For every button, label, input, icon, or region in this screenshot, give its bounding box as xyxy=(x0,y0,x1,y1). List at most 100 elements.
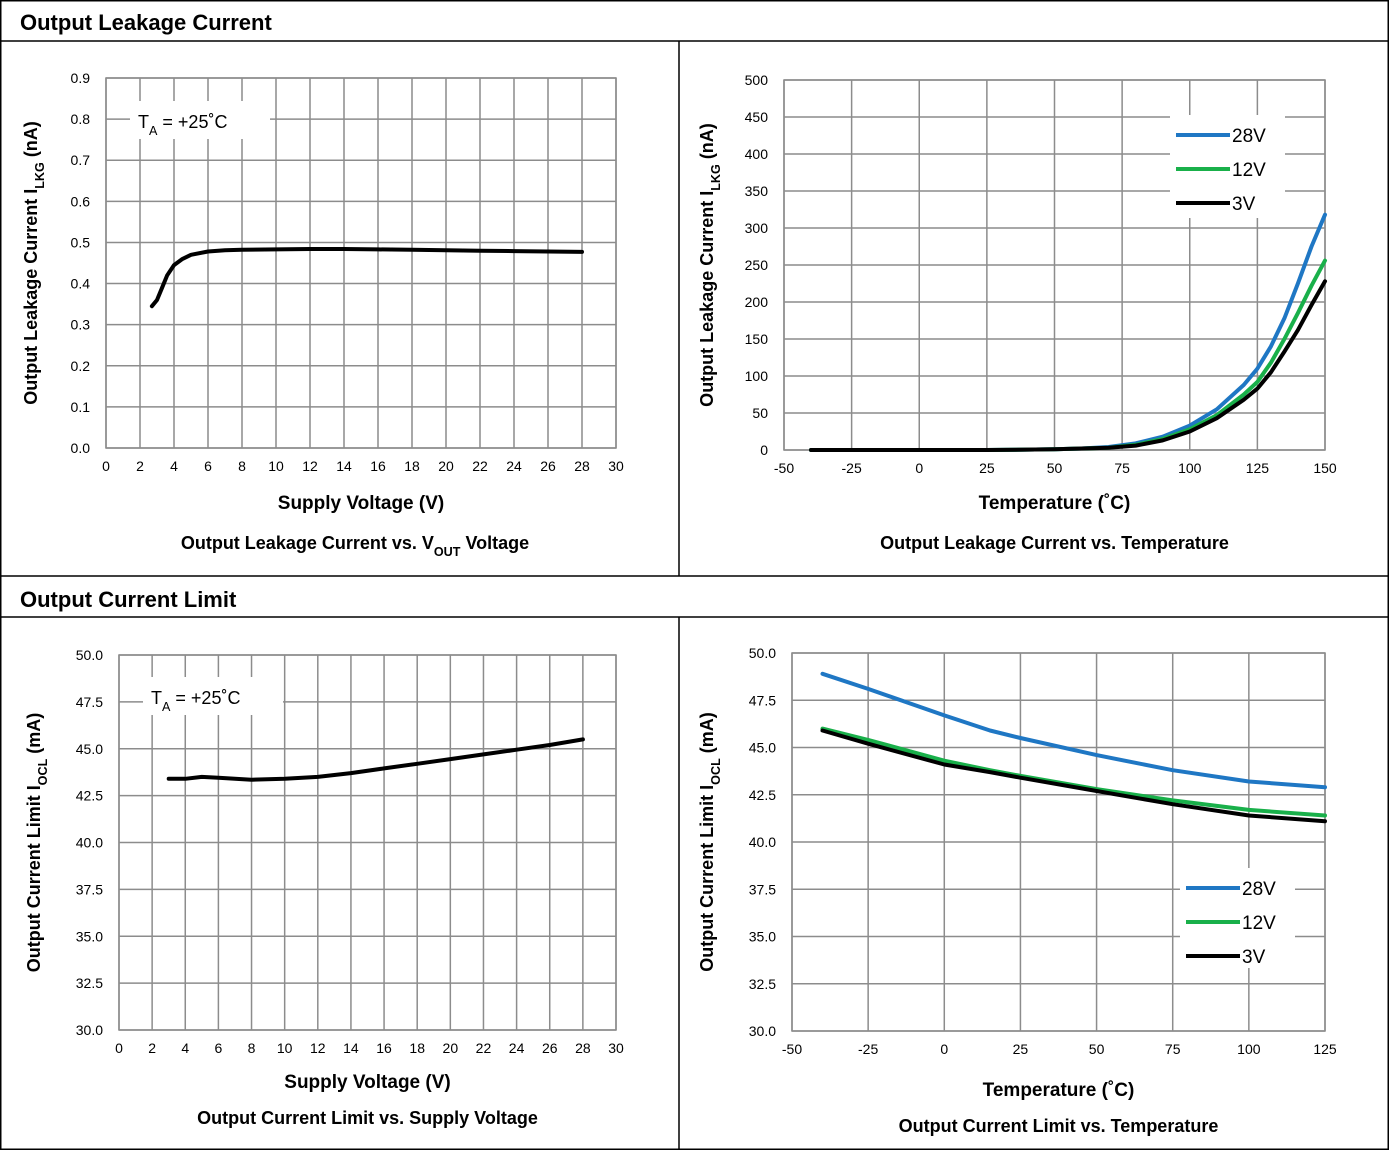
legend-label: 3V xyxy=(1232,194,1256,215)
section-title-current-limit: Output Current Limit xyxy=(20,587,237,612)
annotation-label: TA = +25˚C xyxy=(151,688,240,714)
x-axis-label: Temperature (˚C) xyxy=(983,1080,1135,1101)
y-tick-label: 47.5 xyxy=(76,694,103,710)
plot-area xyxy=(105,77,617,449)
x-tick-label: 30 xyxy=(608,458,624,474)
y-tick-label: 450 xyxy=(745,109,769,125)
x-tick-label: 100 xyxy=(1237,1041,1261,1057)
series-line-curve xyxy=(149,247,584,309)
y-axis-label: Output Current Limit IOCL (mA) xyxy=(24,713,50,973)
x-tick-label: 12 xyxy=(302,458,318,474)
x-tick-label: -25 xyxy=(842,460,862,476)
x-tick-label: 28 xyxy=(574,458,590,474)
x-tick-label: -50 xyxy=(782,1041,802,1057)
x-tick-label: 2 xyxy=(148,1040,156,1056)
y-tick-label: 35.0 xyxy=(749,929,776,945)
y-tick-label: 47.5 xyxy=(749,692,776,708)
legend-label: 12V xyxy=(1242,913,1276,934)
chart-caption: Output Current Limit vs. Temperature xyxy=(899,1116,1219,1136)
x-tick-label: 125 xyxy=(1313,1041,1337,1057)
x-tick-label: 0 xyxy=(940,1041,948,1057)
y-tick-label: 0.3 xyxy=(71,317,91,333)
annotation-label: TA = +25˚C xyxy=(138,112,227,138)
y-tick-label: 0.6 xyxy=(71,193,91,209)
x-tick-label: -50 xyxy=(774,460,794,476)
x-tick-label: 125 xyxy=(1246,460,1270,476)
y-axis-label: Output Current Limit IOCL (mA) xyxy=(697,712,723,972)
y-tick-label: 500 xyxy=(745,72,769,88)
y-tick-label: 32.5 xyxy=(749,976,776,992)
x-tick-label: 16 xyxy=(370,458,386,474)
x-tick-label: 0 xyxy=(915,460,923,476)
chart-caption: Output Leakage Current vs. VOUT Voltage xyxy=(181,533,529,559)
series-line-3V xyxy=(809,279,1327,452)
y-tick-label: 400 xyxy=(745,146,769,162)
x-tick-label: -25 xyxy=(858,1041,878,1057)
x-axis-label: Supply Voltage (V) xyxy=(278,493,444,514)
y-tick-label: 150 xyxy=(745,331,769,347)
x-tick-label: 0 xyxy=(115,1040,123,1056)
chart-leakage-vs-temperature: -50 -25 0 25 50 75 100 125 150 0 50 100 150 200 250 300… xyxy=(697,72,1337,553)
y-tick-label: 50.0 xyxy=(749,645,776,661)
x-tick-label: 100 xyxy=(1178,460,1202,476)
chart-current-limit-vs-temperature: -50 -25 0 25 50 75 100 125 30.0 32.5 35.0 37.5 40.0 4… xyxy=(697,645,1337,1136)
x-tick-label: 2 xyxy=(136,458,144,474)
y-tick-label: 0.7 xyxy=(71,152,91,168)
x-tick-label: 20 xyxy=(443,1040,459,1056)
annotation-background xyxy=(130,101,270,139)
legend-label: 28V xyxy=(1232,126,1266,147)
legend-background xyxy=(1180,868,1295,968)
x-tick-label: 28 xyxy=(575,1040,591,1056)
x-tick-label: 22 xyxy=(476,1040,492,1056)
x-tick-label: 12 xyxy=(310,1040,326,1056)
y-tick-label: 42.5 xyxy=(749,787,776,803)
annotation-background xyxy=(143,677,283,715)
y-tick-label: 100 xyxy=(745,368,769,384)
legend-label: 12V xyxy=(1232,160,1266,181)
x-tick-label: 24 xyxy=(509,1040,525,1056)
x-tick-label: 22 xyxy=(472,458,488,474)
y-tick-label: 45.0 xyxy=(749,740,776,756)
x-tick-label: 14 xyxy=(343,1040,359,1056)
x-tick-label: 25 xyxy=(979,460,995,476)
y-tick-label: 300 xyxy=(745,220,769,236)
y-tick-label: 50 xyxy=(752,405,768,421)
x-tick-label: 18 xyxy=(409,1040,425,1056)
x-tick-label: 24 xyxy=(506,458,522,474)
x-tick-label: 4 xyxy=(170,458,178,474)
y-tick-label: 32.5 xyxy=(76,975,103,991)
y-tick-label: 37.5 xyxy=(749,881,776,897)
section-title-leakage: Output Leakage Current xyxy=(20,10,272,35)
y-tick-label: 30.0 xyxy=(76,1022,103,1038)
y-tick-label: 37.5 xyxy=(76,881,103,897)
grid-lines xyxy=(118,654,617,1031)
x-tick-label: 10 xyxy=(268,458,284,474)
x-tick-label: 10 xyxy=(277,1040,293,1056)
x-tick-label: 16 xyxy=(376,1040,392,1056)
x-axis-label: Supply Voltage (V) xyxy=(284,1072,450,1093)
x-tick-label: 14 xyxy=(336,458,352,474)
y-axis-label: Output Leakage Current ILKG (nA) xyxy=(697,123,723,407)
x-tick-label: 8 xyxy=(248,1040,256,1056)
x-tick-label: 50 xyxy=(1089,1041,1105,1057)
x-tick-label: 26 xyxy=(542,1040,558,1056)
chart-caption: Output Leakage Current vs. Temperature xyxy=(880,533,1229,553)
x-tick-label: 25 xyxy=(1013,1041,1029,1057)
y-axis-label: Output Leakage Current ILKG (nA) xyxy=(21,121,47,405)
chart-current-limit-vs-voltage: 0 2 4 6 8 10 12 14 16 18 20 22 24 26 28 3030.032.535.03… xyxy=(24,647,624,1128)
y-tick-label: 0.9 xyxy=(71,70,91,86)
x-tick-label: 4 xyxy=(181,1040,189,1056)
y-tick-label: 45.0 xyxy=(76,741,103,757)
y-tick-label: 50.0 xyxy=(76,647,103,663)
grid-lines xyxy=(105,77,617,449)
y-tick-label: 0.1 xyxy=(71,399,91,415)
y-tick-label: 0.4 xyxy=(71,276,91,292)
x-tick-label: 18 xyxy=(404,458,420,474)
chart-leakage-vs-voltage: 0 2 4 6 8 10 12 14 16 18 20 22 24 26 28 300.00.10.20.30… xyxy=(21,70,624,559)
x-tick-label: 150 xyxy=(1313,460,1337,476)
y-tick-label: 0.5 xyxy=(71,234,91,250)
y-tick-label: 350 xyxy=(745,183,769,199)
